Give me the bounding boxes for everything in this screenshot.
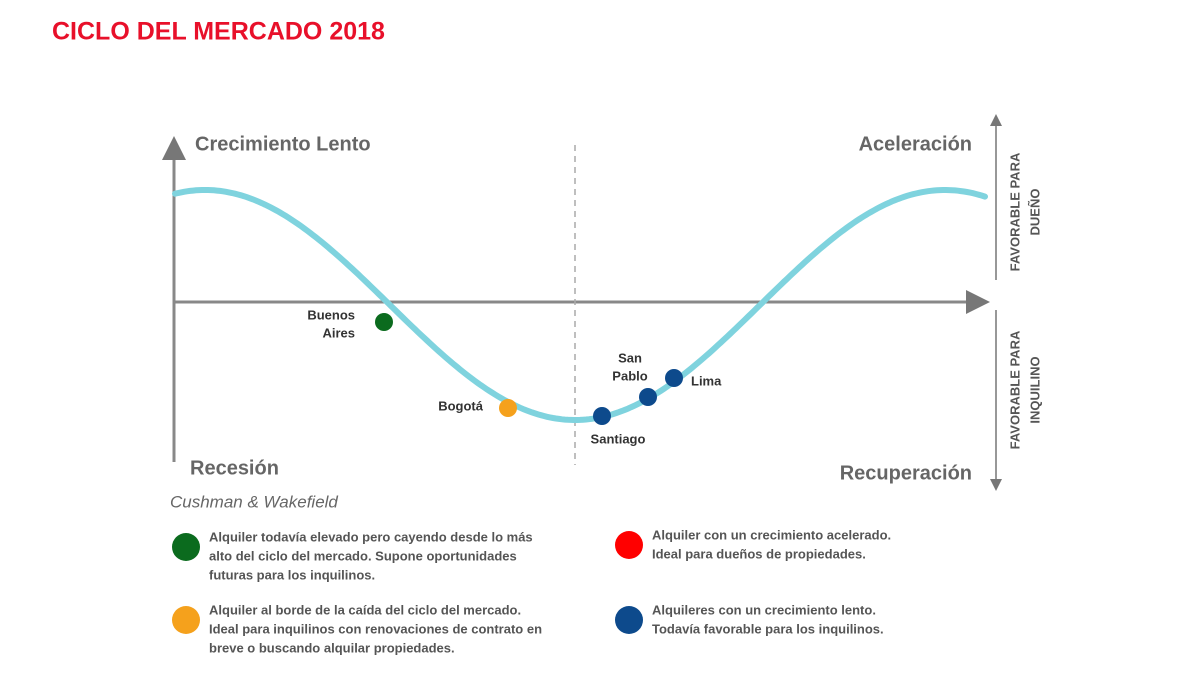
legend-text: alto del ciclo del mercado. Supone oport… [209, 548, 517, 563]
side-label: FAVORABLE PARA [1007, 330, 1022, 449]
legend-text: Alquiler con un crecimiento acelerado. [652, 527, 891, 542]
city-dot [375, 313, 393, 331]
legend-text: futuras para los inquilinos. [209, 567, 375, 582]
city-dot [499, 399, 517, 417]
quadrant-label: Aceleración [859, 133, 972, 155]
city-dot [639, 388, 657, 406]
source: Cushman & Wakefield [170, 492, 338, 511]
quadrant-label: Recuperación [840, 462, 972, 484]
quadrant-label: Recesión [190, 457, 279, 479]
legend-dot [615, 606, 643, 634]
legend-text: Alquiler al borde de la caída del ciclo … [209, 602, 521, 617]
legend-dot [615, 531, 643, 559]
city-label: San [618, 350, 642, 365]
legend-text: breve o buscando alquilar propiedades. [209, 640, 455, 655]
city-label: Pablo [612, 368, 647, 383]
side-label: FAVORABLE PARA [1007, 152, 1022, 271]
city-label: Santiago [591, 431, 646, 446]
legend-text: Alquiler todavía elevado pero cayendo de… [209, 529, 533, 544]
side-label: INQUILINO [1027, 356, 1042, 423]
city-dot [665, 369, 683, 387]
legend-dot [172, 533, 200, 561]
legend-text: Ideal para inquilinos con renovaciones d… [209, 621, 542, 636]
title: CICLO DEL MERCADO 2018 [52, 18, 385, 46]
city-dot [593, 407, 611, 425]
market-curve [172, 187, 988, 423]
side-label: DUEÑO [1027, 189, 1042, 236]
legend-text: Ideal para dueños de propiedades. [652, 546, 866, 561]
city-label: Aires [322, 325, 355, 340]
legend-dot [172, 606, 200, 634]
legend-text: Todavía favorable para los inquilinos. [652, 621, 884, 636]
quadrant-label: Crecimiento Lento [195, 133, 371, 155]
legend-text: Alquileres con un crecimiento lento. [652, 602, 876, 617]
city-label: Buenos [307, 307, 355, 322]
city-label: Lima [691, 373, 722, 388]
city-label: Bogotá [438, 398, 484, 413]
